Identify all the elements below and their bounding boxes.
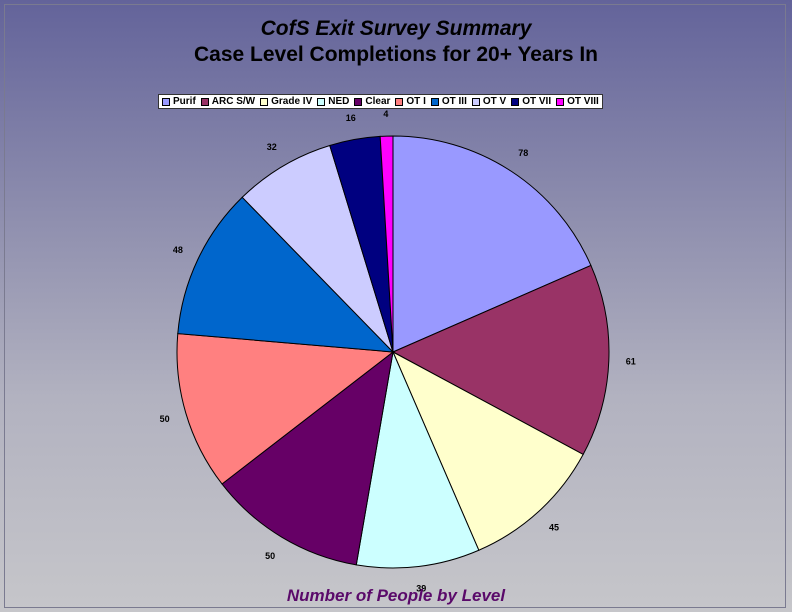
slice-value-label: 50 (265, 551, 275, 561)
legend-swatch (511, 97, 520, 106)
pie-slice (391, 264, 610, 456)
pie-slice (241, 144, 394, 353)
slice-value-label: 48 (173, 245, 183, 255)
slice-value-label: 45 (549, 522, 559, 532)
slice-value-label: 32 (267, 142, 277, 152)
legend-swatch (317, 97, 326, 106)
pie-slice (177, 196, 395, 353)
legend-label: OT III (441, 96, 467, 107)
chart-frame (4, 4, 786, 608)
pie-slice (221, 350, 394, 566)
slice-value-label: 78 (518, 148, 528, 158)
slice-value-label: 50 (160, 414, 170, 424)
legend-swatch (395, 97, 404, 106)
legend-label: OT VIII (567, 96, 599, 107)
legend-label: NED (328, 96, 350, 107)
legend-label: Clear (365, 96, 391, 107)
legend-swatch (260, 97, 269, 106)
chart-subtitle-text: Case Level Completions for 20+ Years In (193, 43, 599, 66)
legend-label: Purif (173, 96, 196, 107)
pie-slice (392, 135, 592, 353)
legend-label: OT I (406, 96, 426, 107)
legend-swatch (556, 97, 565, 106)
legend-item: OT I (395, 96, 426, 107)
legend-label: OT VII (522, 96, 552, 107)
legend-swatch (200, 97, 209, 106)
legend-item: OT VIII (556, 96, 599, 107)
legend-swatch (471, 97, 480, 106)
pie-slice (355, 350, 480, 569)
pie-slice (176, 333, 395, 485)
slice-value-label: 16 (346, 113, 356, 123)
chart-title: CofS Exit Survey Summary Case Level Comp… (0, 16, 792, 68)
legend-item: Clear (354, 96, 390, 107)
legend-item: OT III (430, 96, 467, 107)
legend-label: Grade IV (271, 96, 313, 107)
chart-legend: Purif ARC S/W Grade IV NED Clear OT I OT III OT… (158, 94, 603, 109)
legend-swatch (162, 97, 170, 106)
legend-item: NED (317, 96, 349, 107)
legend-label: OT V (482, 96, 507, 107)
legend-item: Purif (162, 96, 196, 107)
legend-swatch (354, 97, 363, 106)
chart-caption: Number of People by Level (286, 586, 506, 605)
legend-swatch (430, 97, 439, 106)
chart-title-text: CofS Exit Survey Summary (260, 17, 532, 40)
legend-item: OT VII (511, 96, 551, 107)
slice-value-label: 4 (383, 109, 388, 119)
pie-slice (391, 350, 584, 551)
legend-label: ARC S/W (211, 96, 256, 107)
legend-item: Grade IV (260, 96, 312, 107)
pie-slice (379, 135, 394, 353)
slice-value-label: 39 (416, 583, 426, 593)
legend-item: ARC S/W (200, 96, 256, 107)
slice-value-label: 61 (626, 357, 636, 367)
legend-item: OT V (471, 96, 507, 107)
